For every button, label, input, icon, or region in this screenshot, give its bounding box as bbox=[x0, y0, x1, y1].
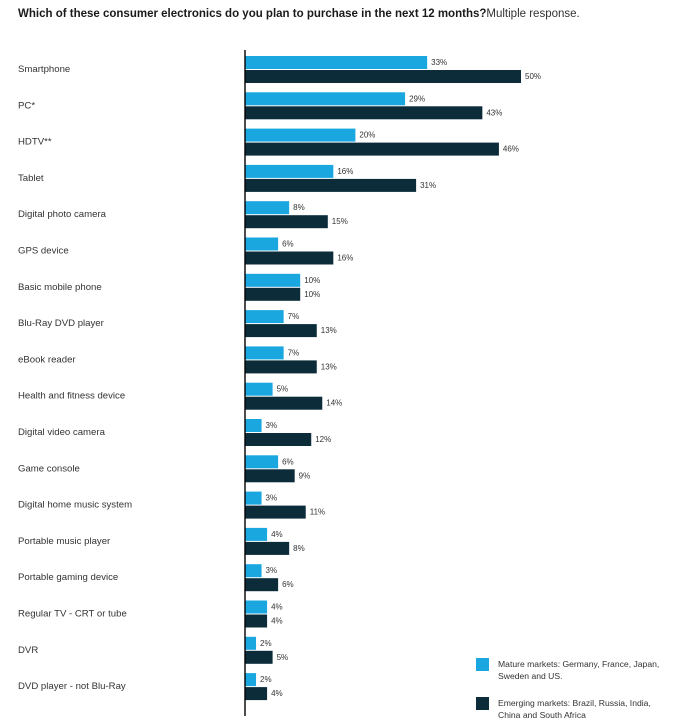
bar-mature-portable-gaming-device bbox=[245, 564, 262, 578]
category-label-digital-home-music-system: Digital home music system bbox=[18, 500, 132, 511]
value-label-mature-ebook-reader: 7% bbox=[288, 348, 300, 357]
chart-title: Which of these consumer electronics do y… bbox=[18, 8, 580, 20]
bar-mature-dvr bbox=[245, 636, 257, 650]
legend-label-emerging: Emerging markets: Brazil, Russia, India,… bbox=[498, 698, 651, 720]
value-label-emerging-portable-gaming-device: 6% bbox=[282, 580, 294, 589]
value-label-emerging-dvr: 5% bbox=[277, 653, 289, 662]
bar-emerging-digital-photo-camera bbox=[245, 215, 328, 229]
bar-mature-gps-device bbox=[245, 237, 279, 251]
bar-emerging-digital-home-music-system bbox=[245, 505, 306, 519]
category-label-blu-ray-dvd-player: Blu-Ray DVD player bbox=[18, 318, 105, 329]
value-label-emerging-gps-device: 16% bbox=[337, 254, 353, 263]
bar-emerging-tablet bbox=[245, 178, 417, 192]
value-label-mature-digital-home-music-system: 3% bbox=[266, 494, 278, 503]
value-label-mature-basic-mobile-phone: 10% bbox=[304, 276, 320, 285]
category-label-pc: PC* bbox=[18, 100, 35, 111]
bar-mature-dvd-player-not-blu-ray bbox=[245, 673, 257, 687]
value-label-mature-gps-device: 6% bbox=[282, 240, 294, 249]
value-label-mature-regular-tv-crt-or-tube: 4% bbox=[271, 603, 283, 612]
value-label-mature-blu-ray-dvd-player: 7% bbox=[288, 312, 300, 321]
legend-swatch-emerging bbox=[476, 697, 489, 710]
legend-swatch-mature bbox=[476, 658, 489, 671]
category-label-ebook-reader: eBook reader bbox=[18, 354, 76, 365]
category-label-dvr: DVR bbox=[18, 645, 38, 656]
value-label-mature-tablet: 16% bbox=[337, 167, 353, 176]
bar-mature-blu-ray-dvd-player bbox=[245, 310, 284, 324]
category-label-basic-mobile-phone: Basic mobile phone bbox=[18, 282, 102, 293]
bar-emerging-gps-device bbox=[245, 251, 334, 265]
category-label-regular-tv-crt-or-tube: Regular TV - CRT or tube bbox=[18, 609, 127, 620]
bar-emerging-portable-music-player bbox=[245, 541, 290, 555]
legend-label-mature: Mature markets: Germany, France, Japan, … bbox=[498, 659, 660, 681]
bar-emerging-basic-mobile-phone bbox=[245, 287, 301, 301]
bar-emerging-health-and-fitness-device bbox=[245, 396, 323, 410]
category-label-portable-music-player: Portable music player bbox=[18, 536, 111, 547]
category-label-gps-device: GPS device bbox=[18, 246, 69, 257]
category-label-health-and-fitness-device: Health and fitness device bbox=[18, 391, 125, 402]
value-label-emerging-ebook-reader: 13% bbox=[321, 362, 337, 371]
bar-mature-regular-tv-crt-or-tube bbox=[245, 600, 268, 614]
bar-mature-health-and-fitness-device bbox=[245, 382, 273, 396]
bar-emerging-pc bbox=[245, 106, 483, 120]
value-label-emerging-blu-ray-dvd-player: 13% bbox=[321, 326, 337, 335]
value-label-emerging-digital-photo-camera: 15% bbox=[332, 217, 348, 226]
value-label-emerging-hdtv: 46% bbox=[503, 145, 519, 154]
bar-mature-digital-photo-camera bbox=[245, 201, 290, 215]
value-label-mature-portable-music-player: 4% bbox=[271, 530, 283, 539]
bar-mature-ebook-reader bbox=[245, 346, 284, 360]
value-label-mature-smartphone: 33% bbox=[431, 58, 447, 67]
bar-mature-tablet bbox=[245, 164, 334, 178]
category-label-tablet: Tablet bbox=[18, 173, 44, 184]
value-label-emerging-game-console: 9% bbox=[299, 471, 311, 480]
value-label-emerging-dvd-player-not-blu-ray: 4% bbox=[271, 689, 283, 698]
bar-emerging-portable-gaming-device bbox=[245, 578, 279, 592]
bar-emerging-hdtv bbox=[245, 142, 499, 156]
chart-title-question: Which of these consumer electronics do y… bbox=[18, 8, 487, 20]
value-label-emerging-health-and-fitness-device: 14% bbox=[326, 399, 342, 408]
bar-emerging-regular-tv-crt-or-tube bbox=[245, 614, 268, 628]
value-label-emerging-digital-video-camera: 12% bbox=[315, 435, 331, 444]
value-label-mature-digital-photo-camera: 8% bbox=[293, 203, 305, 212]
category-label-dvd-player-not-blu-ray: DVD player - not Blu-Ray bbox=[18, 681, 126, 692]
value-label-mature-game-console: 6% bbox=[282, 457, 294, 466]
value-label-mature-hdtv: 20% bbox=[359, 131, 375, 140]
chart-title-note: Multiple response. bbox=[486, 8, 580, 20]
category-label-digital-photo-camera: Digital photo camera bbox=[18, 209, 107, 220]
bar-emerging-dvd-player-not-blu-ray bbox=[245, 687, 268, 701]
value-label-mature-health-and-fitness-device: 5% bbox=[277, 385, 289, 394]
bar-emerging-smartphone bbox=[245, 70, 521, 83]
bar-mature-digital-video-camera bbox=[245, 419, 262, 432]
category-label-smartphone: Smartphone bbox=[18, 64, 70, 75]
bar-emerging-dvr bbox=[245, 650, 273, 664]
category-label-portable-gaming-device: Portable gaming device bbox=[18, 572, 118, 583]
value-label-emerging-basic-mobile-phone: 10% bbox=[304, 290, 320, 299]
value-label-emerging-regular-tv-crt-or-tube: 4% bbox=[271, 617, 283, 626]
value-label-emerging-pc: 43% bbox=[486, 108, 502, 117]
bar-emerging-game-console bbox=[245, 469, 295, 483]
value-label-mature-portable-gaming-device: 3% bbox=[266, 566, 278, 575]
value-label-emerging-smartphone: 50% bbox=[525, 72, 541, 81]
value-label-emerging-digital-home-music-system: 11% bbox=[310, 508, 325, 517]
value-label-mature-dvd-player-not-blu-ray: 2% bbox=[260, 675, 272, 684]
category-label-digital-video-camera: Digital video camera bbox=[18, 427, 106, 438]
bar-mature-game-console bbox=[245, 455, 279, 469]
bar-mature-pc bbox=[245, 92, 406, 106]
category-label-game-console: Game console bbox=[18, 463, 80, 474]
value-label-mature-digital-video-camera: 3% bbox=[266, 421, 278, 430]
value-label-mature-pc: 29% bbox=[409, 94, 425, 103]
category-label-hdtv: HDTV** bbox=[18, 137, 52, 148]
value-label-emerging-portable-music-player: 8% bbox=[293, 544, 305, 553]
bar-mature-smartphone bbox=[245, 56, 428, 69]
value-label-mature-dvr: 2% bbox=[260, 639, 272, 648]
bar-emerging-ebook-reader bbox=[245, 360, 317, 374]
bar-mature-digital-home-music-system bbox=[245, 491, 262, 505]
bar-emerging-digital-video-camera bbox=[245, 433, 312, 446]
bar-mature-basic-mobile-phone bbox=[245, 273, 301, 287]
bar-mature-hdtv bbox=[245, 128, 356, 142]
value-label-emerging-tablet: 31% bbox=[420, 181, 436, 190]
bar-emerging-blu-ray-dvd-player bbox=[245, 324, 317, 338]
bar-mature-portable-music-player bbox=[245, 527, 268, 541]
